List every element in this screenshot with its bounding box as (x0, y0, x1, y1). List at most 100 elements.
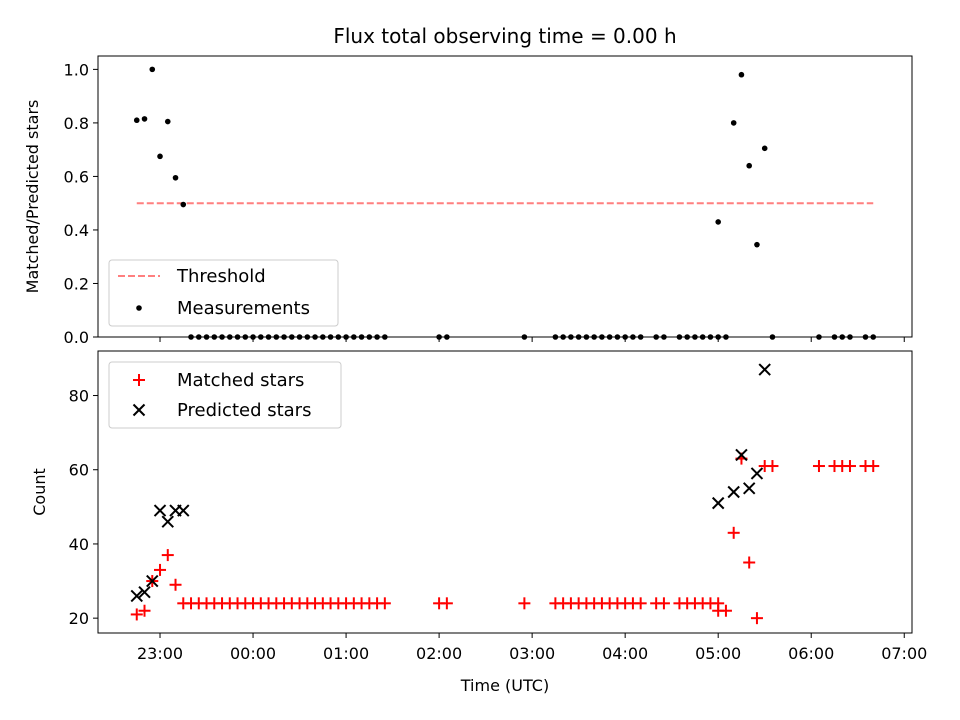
measurement-point (374, 334, 380, 340)
legend-swatch-predicted (132, 403, 146, 417)
predicted-star-point (138, 585, 151, 599)
measurement-point (754, 241, 760, 248)
matched-star-point (743, 556, 756, 569)
x-tick-label: 00:00 (230, 644, 276, 663)
measurement-point (606, 334, 613, 340)
matched-star-point (843, 460, 856, 473)
legend-swatch-matched (133, 374, 145, 386)
measurement-point (552, 334, 559, 340)
predicted-star-point (177, 504, 190, 517)
measurement-point (203, 334, 210, 340)
matched-star-point (719, 604, 732, 617)
measurement-point (226, 334, 233, 340)
measurement-point (730, 120, 737, 126)
measurement-point (707, 334, 714, 340)
measurement-point (839, 334, 846, 340)
measurement-point (560, 334, 566, 340)
measurement-point (265, 334, 272, 340)
measurement-point (769, 334, 776, 340)
measurement-point (164, 118, 171, 125)
predicted-star-point (727, 485, 740, 499)
measurement-point (761, 145, 768, 152)
measurement-point (568, 334, 574, 340)
x-tick-label: 01:00 (323, 644, 369, 663)
y-axis-label: Count (30, 468, 49, 516)
y-tick-label: 40 (69, 535, 89, 554)
predicted-star-point (758, 363, 771, 376)
measurement-point (723, 334, 729, 340)
y-tick-label: 0.2 (64, 274, 89, 293)
measurement-point (614, 334, 621, 340)
measurement-point (599, 334, 605, 340)
measurement-point (195, 334, 202, 340)
measurement-point (521, 334, 528, 340)
x-tick-label: 06:00 (788, 644, 834, 663)
y-tick-label: 0.4 (64, 221, 89, 240)
matched-star-point (766, 460, 779, 473)
measurement-point (258, 334, 264, 340)
measurement-point (870, 334, 877, 340)
measurement-point (312, 334, 318, 340)
measurement-point (630, 334, 636, 340)
measurement-point (149, 66, 156, 73)
x-axis-label: Time (UTC) (460, 676, 549, 695)
predicted-star-point (742, 482, 756, 495)
measurement-point (281, 334, 287, 340)
matched-star-point (812, 460, 825, 473)
legend-label-threshold: Threshold (176, 266, 266, 287)
measurement-point (289, 334, 295, 340)
measurement-point (250, 334, 256, 340)
measurement-point (296, 334, 303, 340)
y-tick-label: 80 (69, 387, 89, 406)
predicted-star-point (711, 496, 725, 510)
matched-star-point (161, 549, 174, 562)
measurement-point (738, 71, 745, 78)
measurement-point (273, 334, 280, 340)
measurement-point (304, 334, 311, 340)
legend-swatch-measurements (136, 305, 142, 311)
matched-star-point (440, 597, 453, 610)
x-tick-label: 23:00 (137, 644, 183, 663)
x-tick-label: 07:00 (881, 644, 927, 663)
measurement-point (637, 334, 644, 340)
measurement-point (715, 219, 721, 225)
measurement-point (847, 334, 853, 340)
x-tick-label: 05:00 (695, 644, 741, 663)
plot-text: Flux total observing time = 0.00 h 0.0 0.2… (23, 24, 927, 695)
measurement-point (133, 117, 140, 124)
measurement-point (653, 334, 659, 340)
legend-label-matched: Matched stars (177, 370, 304, 391)
matched-star-point (727, 526, 740, 539)
matched-star-point (378, 597, 391, 610)
predicted-star-point (130, 589, 143, 603)
y-tick-label: 0.6 (64, 167, 89, 186)
measurement-point (575, 334, 582, 340)
plot-marks (130, 66, 880, 625)
legend-label-measurements: Measurements (177, 298, 310, 319)
measurement-point (676, 334, 683, 340)
measurement-point (444, 334, 450, 340)
measurement-point (591, 334, 597, 340)
measurement-point (746, 162, 752, 169)
measurement-point (622, 334, 628, 340)
measurement-point (180, 201, 187, 208)
measurement-point (211, 334, 218, 340)
measurement-point (436, 334, 442, 340)
y-tick-label: 20 (69, 609, 89, 628)
plot-frames (93, 55, 913, 638)
measurement-point (366, 334, 373, 340)
matched-star-point (154, 563, 167, 576)
matched-star-point (867, 460, 880, 473)
x-tick-label: 04:00 (602, 644, 648, 663)
predicted-star-point (750, 467, 764, 480)
measurement-point (335, 334, 342, 340)
x-tick-label: 02:00 (416, 644, 462, 663)
predicted-star-point (153, 504, 167, 517)
bottom-plot-frame (97, 350, 913, 634)
measurement-point (692, 334, 698, 340)
measurement-point (661, 334, 667, 340)
matched-star-point (750, 612, 763, 625)
legend-label-predicted: Predicted stars (177, 400, 311, 421)
predicted-star-point (161, 515, 174, 528)
